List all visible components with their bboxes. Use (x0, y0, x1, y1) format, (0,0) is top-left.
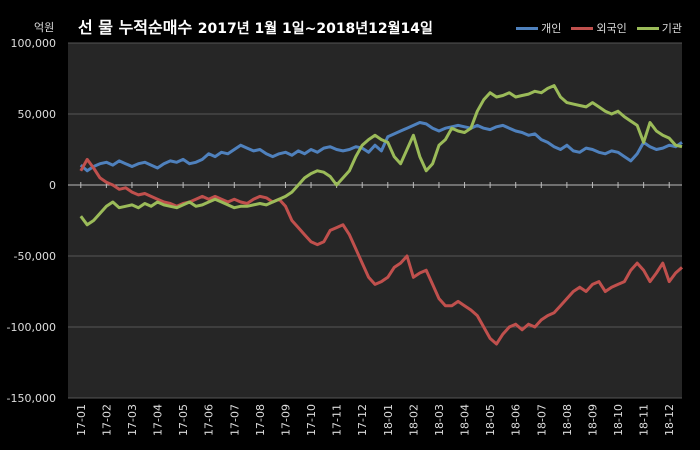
x-tick-label: 18-01 (382, 404, 395, 436)
series-line-institution (79, 84, 683, 227)
legend-swatch-foreigner (571, 26, 594, 30)
x-tick-label: 17-12 (356, 404, 369, 436)
chart-title-period: 2017년 1월 1일~2018년12월14일 (197, 21, 433, 37)
x-tick-label: 17-08 (254, 404, 267, 436)
legend-swatch-institution (636, 26, 659, 30)
x-tick-label: 18-09 (586, 404, 599, 436)
y-tick-label: -150,000 (7, 392, 56, 405)
legend: 개인 외국인 기관 (516, 20, 682, 36)
y-unit-label: 억원 (34, 21, 55, 34)
x-tick-label: 17-04 (152, 404, 165, 436)
x-tick-label: 18-06 (510, 404, 523, 436)
chart-title: 선 물 누적순매수 2017년 1월 1일~2018년12월14일 (78, 14, 433, 38)
x-tick-label: 17-07 (228, 404, 241, 436)
x-tick-label: 17-02 (100, 404, 113, 436)
x-tick-label: 17-10 (305, 404, 318, 436)
x-tick-label: 17-09 (279, 404, 292, 436)
y-axis-ticks: 100,000 50,000 0 -50,000 -100,000 -150,000 (7, 37, 56, 405)
legend-swatch-individual (516, 26, 539, 30)
y-tick-label: -100,000 (7, 321, 56, 334)
x-tick-label: 17-01 (75, 404, 88, 436)
x-tick-label: 17-03 (126, 404, 139, 436)
series-line-individual (79, 121, 683, 173)
x-tick-label: 17-06 (203, 404, 216, 436)
x-tick-label: 18-03 (433, 404, 446, 436)
x-tick-label: 18-05 (484, 404, 497, 436)
x-tick-label: 18-02 (407, 404, 420, 436)
x-tick-label: 18-07 (535, 404, 548, 436)
x-tick-label: 18-04 (459, 404, 472, 436)
legend-item-foreigner: 외국인 (571, 20, 627, 36)
legend-label-institution: 기관 (661, 22, 682, 35)
legend-item-individual: 개인 (516, 20, 561, 36)
chart-title-main: 선 물 누적순매수 (78, 18, 193, 37)
x-tick-label: 17-11 (331, 404, 344, 436)
x-axis-ticks: 17-01 17-02 17-03 17-04 17-05 17-06 17-07 17-08… (68, 182, 682, 436)
x-tick-label: 18-11 (638, 404, 651, 436)
plot-area (68, 43, 682, 398)
series-lines (79, 84, 683, 346)
x-tick-label: 18-12 (663, 404, 676, 436)
y-tick-label: 50,000 (18, 108, 57, 121)
x-tick-label: 18-10 (612, 404, 625, 436)
x-tick-label: 17-05 (177, 404, 190, 436)
legend-label-individual: 개인 (541, 22, 562, 35)
y-tick-label: 0 (49, 179, 56, 192)
x-tick-label: 18-08 (561, 404, 574, 436)
y-tick-label: 100,000 (11, 37, 57, 50)
y-tick-label: -50,000 (14, 250, 56, 263)
legend-label-foreigner: 외국인 (596, 22, 627, 35)
legend-item-institution: 기관 (636, 20, 682, 36)
